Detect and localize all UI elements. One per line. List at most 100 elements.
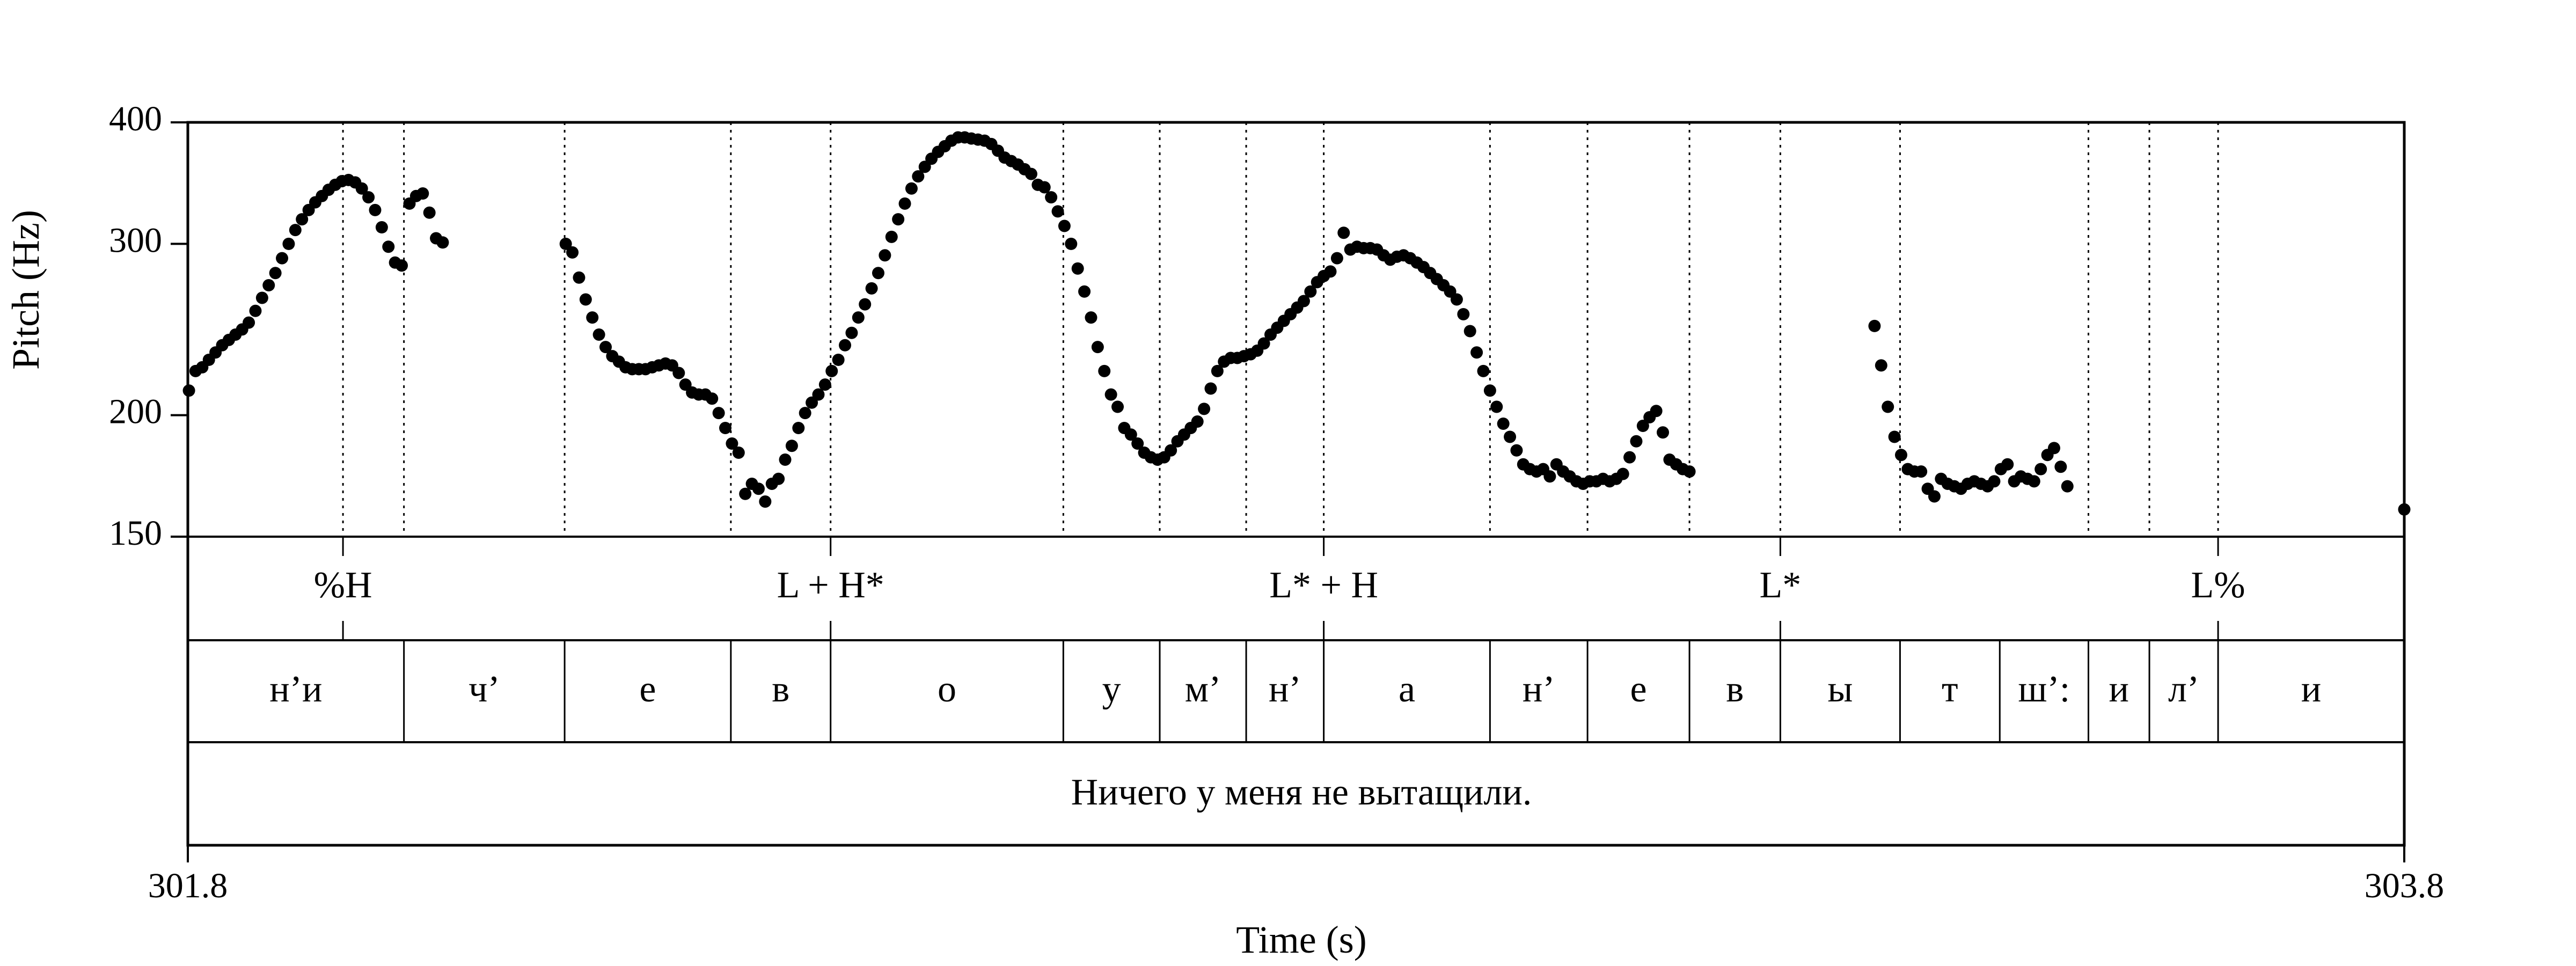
- y-tick-label: 300: [109, 221, 162, 260]
- segment-label: м’: [1185, 669, 1221, 710]
- pitch-points: [182, 131, 2411, 516]
- segment-label: а: [1399, 669, 1415, 710]
- segment-label: в: [772, 669, 789, 710]
- pitch-point: [672, 367, 685, 379]
- segment-label: и: [2109, 669, 2129, 710]
- tone-label: L + H*: [777, 565, 884, 606]
- pitch-point: [905, 182, 918, 195]
- pitch-point: [559, 237, 572, 250]
- tone-label: L* + H: [1269, 565, 1378, 606]
- pitch-point: [799, 407, 811, 420]
- pitch-point: [892, 213, 905, 226]
- pitch-point: [726, 437, 738, 450]
- pitch-point: [1191, 415, 1204, 428]
- pitch-point: [2001, 458, 2014, 471]
- pitch-point: [1038, 181, 1051, 194]
- pitch-point: [706, 392, 719, 405]
- segment-label: у: [1102, 669, 1121, 710]
- pitch-point: [1497, 417, 1510, 430]
- pitch-point: [1078, 285, 1091, 298]
- pitch-point: [1165, 444, 1177, 457]
- pitch-point: [1636, 419, 1649, 432]
- pitch-point: [436, 236, 449, 249]
- pitch-point: [879, 249, 891, 262]
- pitch-point: [1915, 465, 1928, 478]
- pitch-point: [2054, 460, 2067, 473]
- pitch-point: [872, 267, 884, 280]
- tone-event-ticks: [342, 537, 2219, 640]
- y-tick-label: 150: [109, 514, 162, 553]
- tone-label: L*: [1760, 565, 1802, 606]
- pitch-point: [1324, 265, 1337, 278]
- pitch-point: [1045, 191, 1058, 204]
- segment-label: е: [1630, 669, 1647, 710]
- segment-label: о: [938, 669, 956, 710]
- pitch-point: [375, 221, 388, 234]
- pitch-point: [1198, 402, 1211, 415]
- pitch-point: [599, 341, 612, 354]
- pitch-point: [792, 422, 805, 435]
- pitch-point: [2028, 475, 2040, 488]
- pitch-point: [812, 388, 825, 401]
- pitch-point: [1875, 359, 1887, 372]
- pitch-point: [1304, 285, 1317, 298]
- plot-frames: [186, 121, 2406, 847]
- pitch-point: [1510, 444, 1523, 457]
- pitch-point: [1477, 364, 1490, 377]
- pitch-point: [1297, 295, 1310, 308]
- pitch-point: [839, 339, 852, 352]
- pitch-point: [1483, 384, 1496, 397]
- pitch-point: [898, 197, 911, 210]
- pitch-point: [832, 353, 845, 366]
- pitch-point: [382, 240, 395, 253]
- pitch-point: [269, 267, 282, 280]
- pitch-point: [818, 378, 831, 391]
- pitch-point: [1450, 293, 1463, 306]
- pitch-point: [1882, 400, 1894, 413]
- pitch-point: [416, 187, 429, 200]
- segment-label: в: [1726, 669, 1744, 710]
- y-axis-ticks: 150 200 300 400: [109, 99, 188, 553]
- pitch-point: [362, 191, 375, 204]
- pitch-point: [1204, 382, 1217, 395]
- x-tick-label: 303.8: [2365, 866, 2445, 905]
- pitch-point: [1504, 430, 1517, 443]
- pitch-point: [396, 259, 408, 272]
- y-axis-title: Pitch (Hz): [4, 210, 47, 370]
- segment-label: ч’: [469, 669, 500, 710]
- pitch-point: [918, 160, 931, 173]
- pitch-point: [719, 422, 732, 435]
- tone-labels: %H L + H* L* + H L* L%: [314, 565, 2245, 606]
- pitch-point: [249, 304, 262, 317]
- pitch-point: [752, 482, 765, 495]
- pitch-point: [1490, 400, 1503, 413]
- pitch-point: [885, 230, 898, 243]
- segment-label: т: [1942, 669, 1958, 710]
- pitch-point: [859, 298, 872, 311]
- pitch-point: [759, 495, 772, 508]
- pitch-point: [255, 291, 268, 304]
- pitch-point: [1868, 319, 1881, 332]
- pitch-point: [1463, 325, 1476, 338]
- pitch-point: [1470, 346, 1483, 359]
- pitch-point: [2061, 480, 2074, 493]
- pitch-point: [779, 453, 792, 466]
- pitch-point: [1058, 219, 1071, 232]
- pitch-point: [1457, 308, 1470, 320]
- boundary-gridlines: [342, 122, 2219, 537]
- pitch-point: [1111, 400, 1124, 413]
- tone-label: %H: [314, 565, 372, 606]
- pitch-point: [276, 252, 289, 265]
- segment-label: и: [2301, 669, 2321, 710]
- x-tick-label: 301.8: [148, 866, 228, 905]
- pitch-point: [732, 446, 745, 459]
- pitch-point: [586, 311, 599, 324]
- outer-frame: [186, 121, 2406, 847]
- pitch-point: [1071, 262, 1084, 275]
- pitch-point: [1131, 437, 1144, 450]
- segment-boundary-lines: [403, 640, 2219, 742]
- segment-label: н’: [1523, 669, 1555, 710]
- pitch-point: [772, 472, 785, 485]
- pitch-point: [852, 311, 865, 324]
- pitch-point: [1657, 426, 1670, 439]
